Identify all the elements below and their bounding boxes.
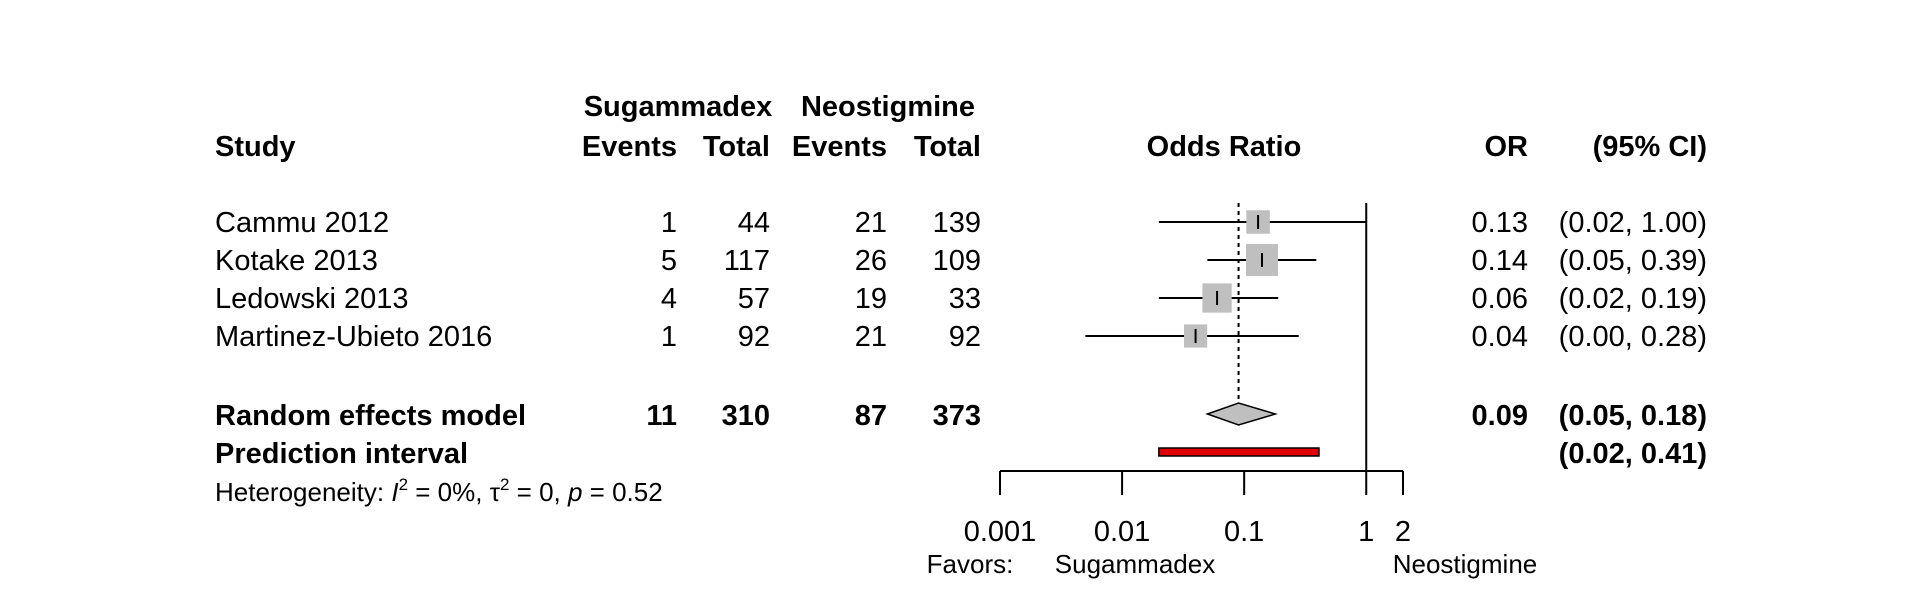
study-total-sugammadex: 57 <box>738 283 770 315</box>
prediction-row: Prediction interval (0.02, 0.41) <box>215 438 1707 470</box>
tau-value: = 0, <box>509 477 568 507</box>
study-name: Ledowski 2013 <box>215 283 408 315</box>
header-or: OR <box>1485 131 1529 163</box>
header-total-neostigmine: Total <box>914 131 981 163</box>
study-events-neostigmine: 21 <box>855 207 887 239</box>
header-study: Study <box>215 131 296 163</box>
x-axis-tick-label: 0.1 <box>1224 516 1264 548</box>
tau-superscript: 2 <box>500 475 509 494</box>
tau-symbol: τ <box>490 477 501 507</box>
i2-value: = 0%, <box>408 477 490 507</box>
header-group-sugammadex: Sugammadex <box>584 91 773 123</box>
study-or: 0.14 <box>1472 245 1528 277</box>
study-or: 0.06 <box>1472 283 1528 315</box>
favors-label: Favors: <box>927 549 1014 579</box>
study-total-sugammadex: 117 <box>724 245 770 277</box>
p-symbol: p <box>567 477 582 507</box>
study-total-neostigmine: 139 <box>933 207 981 239</box>
summary-events-neostigmine: 87 <box>855 400 887 432</box>
summary-name: Random effects model <box>215 400 526 432</box>
i2-superscript: 2 <box>399 475 408 494</box>
study-total-sugammadex: 44 <box>738 207 770 239</box>
study-name: Martinez-Ubieto 2016 <box>215 321 492 353</box>
study-events-sugammadex: 1 <box>661 207 677 239</box>
x-axis-tick-label: 0.001 <box>964 516 1037 548</box>
prediction-interval-bar <box>1158 447 1320 457</box>
x-axis-tick-label: 2 <box>1395 516 1411 548</box>
study-events-neostigmine: 19 <box>855 283 887 315</box>
study-total-neostigmine: 109 <box>933 245 981 277</box>
heterogeneity-text: Heterogeneity: I2 = 0%, τ2 = 0, p = 0.52 <box>215 475 663 507</box>
study-events-sugammadex: 1 <box>661 321 677 353</box>
summary-events-sugammadex: 11 <box>646 400 677 432</box>
prediction-name: Prediction interval <box>215 438 468 470</box>
x-axis-tick-label: 1 <box>1358 516 1374 548</box>
study-row: Martinez-Ubieto 2016 1 92 21 92 0.04 (0.… <box>215 321 1707 353</box>
study-name: Kotake 2013 <box>215 245 378 277</box>
header-group-neostigmine: Neostigmine <box>801 91 975 123</box>
header-total-sugammadex: Total <box>703 131 770 163</box>
summary-ci: (0.05, 0.18) <box>1559 400 1707 432</box>
x-axis: 0.001 0.01 0.1 1 2 <box>964 470 1411 548</box>
header-odds-ratio: Odds Ratio <box>1147 131 1302 163</box>
prediction-ci: (0.02, 0.41) <box>1559 438 1707 470</box>
study-total-neostigmine: 92 <box>949 321 981 353</box>
favors-left-label: Sugammadex <box>1055 549 1215 579</box>
summary-total-sugammadex: 310 <box>722 400 770 432</box>
study-total-neostigmine: 33 <box>949 283 981 315</box>
header-ci: (95% CI) <box>1593 131 1707 163</box>
study-or: 0.13 <box>1472 207 1528 239</box>
study-events-neostigmine: 21 <box>855 321 887 353</box>
study-row: Ledowski 2013 4 57 19 33 0.06 (0.02, 0.1… <box>215 283 1707 315</box>
study-row: Kotake 2013 5 117 26 109 0.14 (0.05, 0.3… <box>215 245 1707 277</box>
plot-reference-lines <box>1237 203 1368 471</box>
study-events-sugammadex: 4 <box>661 283 677 315</box>
study-row: Cammu 2012 1 44 21 139 0.13 (0.02, 1.00) <box>215 207 1707 239</box>
summary-diamond <box>1205 402 1278 426</box>
study-ci: (0.00, 0.28) <box>1559 321 1707 353</box>
summary-row: Random effects model 11 310 87 373 0.09 … <box>215 400 1707 432</box>
i2-symbol: I <box>391 477 398 507</box>
summary-total-neostigmine: 373 <box>933 400 981 432</box>
study-ci: (0.05, 0.39) <box>1559 245 1707 277</box>
summary-or: 0.09 <box>1472 400 1528 432</box>
study-name: Cammu 2012 <box>215 207 389 239</box>
x-axis-tick-label: 0.01 <box>1094 516 1150 548</box>
p-value: = 0.52 <box>582 477 662 507</box>
plot-marks <box>1085 210 1367 457</box>
favors-right-label: Neostigmine <box>1393 549 1538 579</box>
study-or: 0.04 <box>1472 321 1528 353</box>
heterogeneity-prefix: Heterogeneity: <box>215 477 391 507</box>
header-events-neostigmine: Events <box>792 131 887 163</box>
header-events-sugammadex: Events <box>582 131 677 163</box>
study-events-neostigmine: 26 <box>855 245 887 277</box>
study-total-sugammadex: 92 <box>738 321 770 353</box>
study-ci: (0.02, 0.19) <box>1559 283 1707 315</box>
study-events-sugammadex: 5 <box>661 245 677 277</box>
study-ci: (0.02, 1.00) <box>1559 207 1707 239</box>
